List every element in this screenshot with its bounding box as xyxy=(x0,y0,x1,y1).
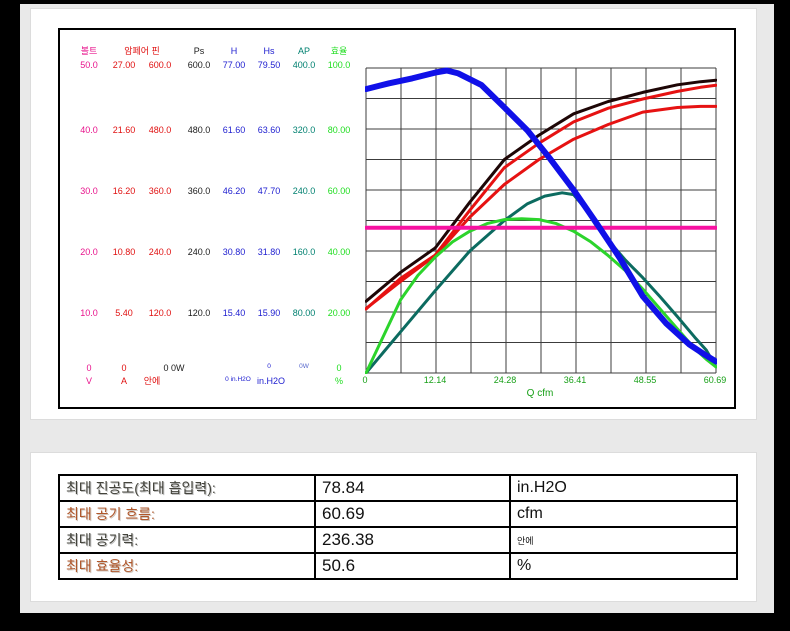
axis-value-7-1: 80.00 xyxy=(327,125,351,135)
axis-value-1-1: 21.60 xyxy=(112,125,136,135)
result-label-0: 최대 진공도(최대 흡입력): xyxy=(58,474,316,502)
axis-value-4-4: 15.40 xyxy=(222,308,246,318)
axis-value-4-2: 46.20 xyxy=(222,186,246,196)
x-tick-5: 60.69 xyxy=(703,375,727,385)
result-value-2: 236.38 xyxy=(314,526,511,554)
axis-value-7-0: 100.0 xyxy=(327,60,351,70)
axis-value-2-4: 120.0 xyxy=(148,308,172,318)
performance-chart-card: 볼트 50.0 40.0 30.0 20.0 10.0 0 V 암페어 핀 27.00 21.60 1… xyxy=(30,8,757,420)
axis-header-6: AP xyxy=(297,46,310,56)
axis-value-0-1: 40.0 xyxy=(80,125,98,135)
curve-current-A xyxy=(365,104,717,311)
axis-unit-0: V xyxy=(85,376,92,386)
axis-value-4-1: 61.60 xyxy=(222,125,246,135)
x-axis-title: Q cfm xyxy=(526,388,554,399)
axis-value-6-0: 400.0 xyxy=(292,60,316,70)
x-tick-3: 36.41 xyxy=(563,375,587,385)
axis-zero-2: 0 0W xyxy=(163,363,185,373)
x-tick-1: 12.14 xyxy=(423,375,447,385)
axis-value-3-1: 480.0 xyxy=(187,125,211,135)
axis-value-2-2: 360.0 xyxy=(148,186,172,196)
axis-header-5: Hs xyxy=(263,46,275,56)
axis-value-5-0: 79.50 xyxy=(257,60,281,70)
axis-value-1-0: 27.00 xyxy=(112,60,136,70)
axis-header-7: 효율 xyxy=(330,46,348,56)
axis-zero-6: 0W xyxy=(299,363,309,370)
axis-value-1-3: 10.80 xyxy=(112,247,136,257)
results-card: 최대 진공도(최대 흡입력): 78.84 in.H2O 최대 공기 흐름: 60.69… xyxy=(30,452,757,602)
axis-value-6-3: 160.0 xyxy=(292,247,316,257)
chart-box: 볼트 50.0 40.0 30.0 20.0 10.0 0 V 암페어 핀 27.00 21.60 1… xyxy=(58,28,736,409)
axis-value-7-3: 40.00 xyxy=(327,247,351,257)
axis-value-1-4: 5.40 xyxy=(115,308,133,318)
axis-unit-4: 0 in.H2O xyxy=(225,376,251,383)
axis-value-2-1: 480.0 xyxy=(148,125,172,135)
axis-value-0-0: 50.0 xyxy=(80,60,98,70)
axis-zero-1: 0 xyxy=(121,363,127,373)
curve-Ps-power-W xyxy=(365,78,717,303)
axis-zero-5: 0 xyxy=(267,363,271,370)
axis-value-2-0: 600.0 xyxy=(148,60,172,70)
result-unit-1: cfm xyxy=(509,500,738,528)
axis-value-7-2: 60.00 xyxy=(327,186,351,196)
x-tick-2: 24.28 xyxy=(493,375,517,385)
axis-value-3-2: 360.0 xyxy=(187,186,211,196)
result-unit-0: in.H2O xyxy=(509,474,738,502)
axis-value-7-4: 20.00 xyxy=(327,308,351,318)
axis-value-4-0: 77.00 xyxy=(222,60,246,70)
axis-unit-1: A xyxy=(120,376,127,386)
performance-plot xyxy=(365,67,717,374)
table-row: 최대 공기력: 236.38 안에 xyxy=(58,526,738,554)
x-tick-4: 48.55 xyxy=(633,375,657,385)
axis-value-6-2: 240.0 xyxy=(292,186,316,196)
axis-header-3: Ps xyxy=(193,46,205,56)
results-table: 최대 진공도(최대 흡입력): 78.84 in.H2O 최대 공기 흐름: 60.69… xyxy=(58,474,738,580)
axis-value-5-4: 15.90 xyxy=(257,308,281,318)
axis-value-3-0: 600.0 xyxy=(187,60,211,70)
result-label-1: 최대 공기 흐름: xyxy=(58,500,316,528)
x-tick-0: 0 xyxy=(362,375,368,385)
axis-header-4: H xyxy=(230,46,238,56)
table-row: 최대 공기 흐름: 60.69 cfm xyxy=(58,500,738,528)
axis-value-5-3: 31.80 xyxy=(257,247,281,257)
axis-header-1: 암페어 핀 xyxy=(124,46,160,56)
axis-value-5-2: 47.70 xyxy=(257,186,281,196)
axis-value-6-4: 80.00 xyxy=(292,308,316,318)
result-label-3: 최대 효율성: xyxy=(58,552,316,580)
app-background: 볼트 50.0 40.0 30.0 20.0 10.0 0 V 암페어 핀 27.00 21.60 1… xyxy=(20,4,774,613)
axis-value-5-1: 63.60 xyxy=(257,125,281,135)
axis-value-0-4: 10.0 xyxy=(80,308,98,318)
curve-efficiency-pct xyxy=(365,217,717,374)
axis-value-3-4: 120.0 xyxy=(187,308,211,318)
curve-vacuum-Hs-inH2O xyxy=(365,67,717,365)
axis-unit-2: 안에 xyxy=(143,376,161,386)
result-value-3: 50.6 xyxy=(314,552,511,580)
axis-value-3-3: 240.0 xyxy=(187,247,211,257)
axis-unit-5: in.H2O xyxy=(256,376,285,386)
result-unit-3: % xyxy=(509,552,738,580)
result-unit-2: 안에 xyxy=(509,526,738,554)
axis-value-0-2: 30.0 xyxy=(80,186,98,196)
axis-value-1-2: 16.20 xyxy=(112,186,136,196)
result-value-0: 78.84 xyxy=(314,474,511,502)
axis-zero-7: 0 xyxy=(336,363,342,373)
result-value-1: 60.69 xyxy=(314,500,511,528)
axis-header-0: 볼트 xyxy=(80,46,98,56)
axis-unit-7: % xyxy=(334,376,343,386)
axis-value-0-3: 20.0 xyxy=(80,247,98,257)
axis-value-6-1: 320.0 xyxy=(292,125,316,135)
table-row: 최대 진공도(최대 흡입력): 78.84 in.H2O xyxy=(58,474,738,502)
axis-zero-0: 0 xyxy=(86,363,92,373)
axis-value-4-3: 30.80 xyxy=(222,247,246,257)
result-label-2: 최대 공기력: xyxy=(58,526,316,554)
table-row: 최대 효율성: 50.6% xyxy=(58,552,738,580)
axis-value-2-3: 240.0 xyxy=(148,247,172,257)
